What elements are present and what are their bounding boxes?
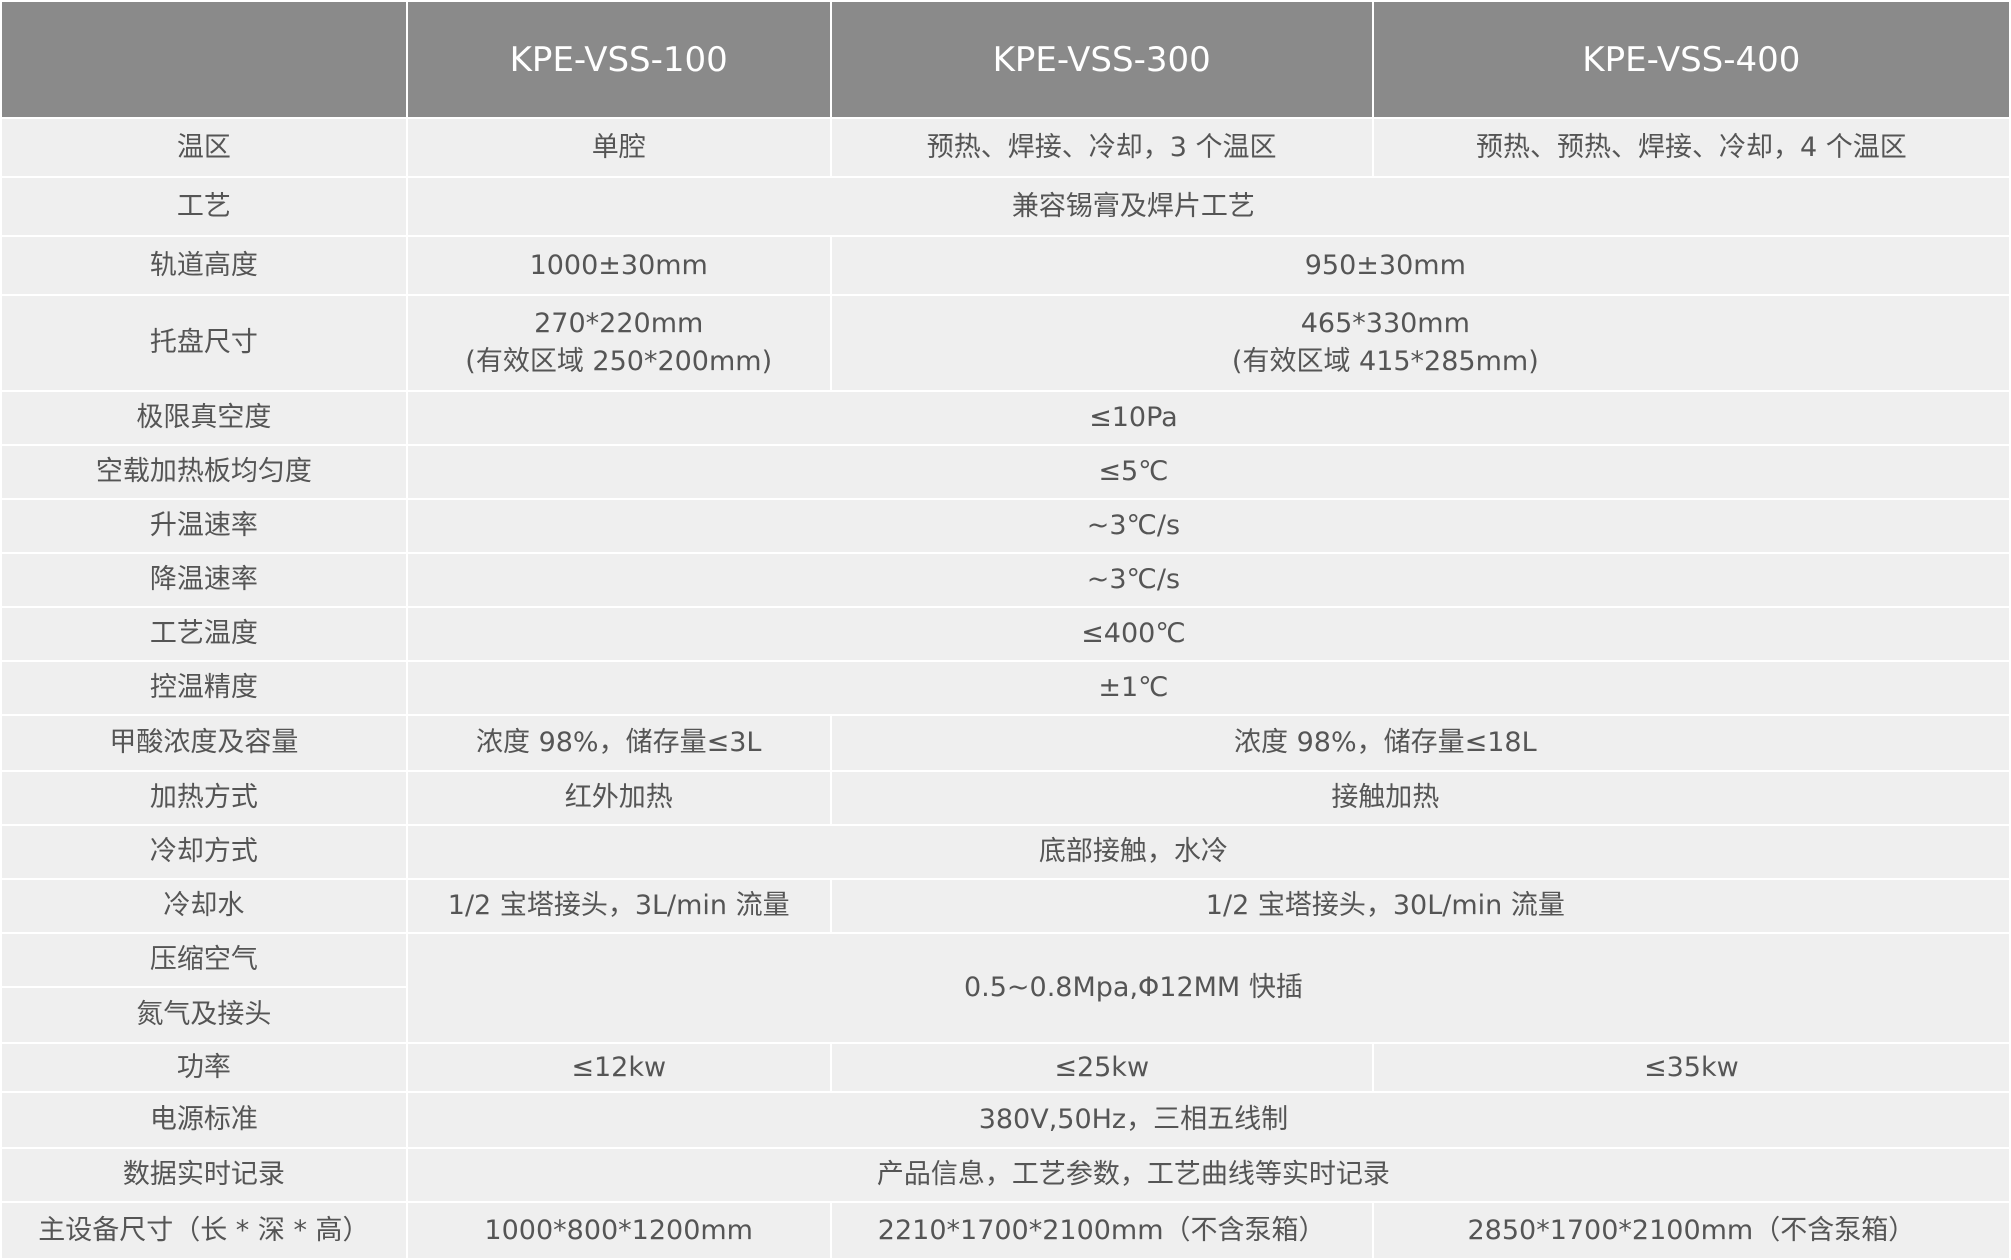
header-blank (0, 0, 408, 119)
cell-value: 1000*800*1200mm (405, 1201, 832, 1260)
tray-size-line: 465*330mm (1300, 308, 1470, 339)
tray-effective-line: (有效区域 250*200mm) (465, 346, 773, 377)
cell-value: 465*330mm (有效区域 415*285mm) (829, 294, 2011, 392)
table-row: 控温精度 ±1℃ (0, 660, 2011, 716)
cell-value: ≤400℃ (405, 606, 2011, 662)
row-label: 氮气及接头 (0, 986, 408, 1044)
header-row: KPE-VSS-100 KPE-VSS-300 KPE-VSS-400 (0, 0, 2011, 119)
table-row: 压缩空气 0.5~0.8Mpa,Φ12MM 快插 (0, 932, 2011, 1044)
row-label: 冷却方式 (0, 824, 408, 880)
header-model-100: KPE-VSS-100 (405, 0, 832, 119)
cell-value: 1/2 宝塔接头，30L/min 流量 (829, 878, 2011, 934)
table-row: 冷却水 1/2 宝塔接头，3L/min 流量 1/2 宝塔接头，30L/min … (0, 878, 2011, 934)
table-row: 轨道高度 1000±30mm 950±30mm (0, 235, 2011, 296)
row-label: 升温速率 (0, 498, 408, 554)
table-row: 主设备尺寸（长 * 深 * 高） 1000*800*1200mm 2210*17… (0, 1201, 2011, 1260)
row-label: 控温精度 (0, 660, 408, 716)
row-label: 工艺 (0, 176, 408, 237)
cell-value: 1/2 宝塔接头，3L/min 流量 (405, 878, 832, 934)
row-label: 甲酸浓度及容量 (0, 714, 408, 772)
row-label: 工艺温度 (0, 606, 408, 662)
cell-value: 950±30mm (829, 235, 2011, 296)
row-label: 降温速率 (0, 552, 408, 608)
cell-value: ≤35kw (1371, 1042, 2011, 1093)
cell-value: 270*220mm (有效区域 250*200mm) (405, 294, 832, 392)
tray-effective-line: (有效区域 415*285mm) (1231, 346, 1539, 377)
row-label: 电源标准 (0, 1091, 408, 1149)
cell-value: 产品信息，工艺参数，工艺曲线等实时记录 (405, 1147, 2011, 1203)
table-row: 甲酸浓度及容量 浓度 98%，储存量≤3L 浓度 98%，储存量≤18L (0, 714, 2011, 772)
cell-value: 底部接触，水冷 (405, 824, 2011, 880)
row-label: 冷却水 (0, 878, 408, 934)
cell-value: ~3℃/s (405, 498, 2011, 554)
row-label: 主设备尺寸（长 * 深 * 高） (0, 1201, 408, 1260)
cell-value: ~3℃/s (405, 552, 2011, 608)
table-row: 数据实时记录 产品信息，工艺参数，工艺曲线等实时记录 (0, 1147, 2011, 1203)
cell-value: 1000±30mm (405, 235, 832, 296)
table-row: 电源标准 380V,50Hz，三相五线制 (0, 1091, 2011, 1149)
cell-value: 预热、焊接、冷却，3 个温区 (829, 117, 1374, 178)
row-label: 托盘尺寸 (0, 294, 408, 392)
table-row: 工艺 兼容锡膏及焊片工艺 (0, 176, 2011, 237)
table-row: 工艺温度 ≤400℃ (0, 606, 2011, 662)
table-row: 空载加热板均匀度 ≤5℃ (0, 444, 2011, 500)
cell-value: ≤10Pa (405, 390, 2011, 446)
cell-value: ≤12kw (405, 1042, 832, 1093)
table-row: 升温速率 ~3℃/s (0, 498, 2011, 554)
table-row: 托盘尺寸 270*220mm (有效区域 250*200mm) 465*330m… (0, 294, 2011, 392)
header-model-400: KPE-VSS-400 (1371, 0, 2011, 119)
table-row: 功率 ≤12kw ≤25kw ≤35kw (0, 1042, 2011, 1093)
cell-value: 浓度 98%，储存量≤3L (405, 714, 832, 772)
cell-value: 接触加热 (829, 770, 2011, 826)
table-row: 加热方式 红外加热 接触加热 (0, 770, 2011, 826)
cell-value: 2850*1700*2100mm（不含泵箱） (1371, 1201, 2011, 1260)
header-model-300: KPE-VSS-300 (829, 0, 1374, 119)
cell-value: 2210*1700*2100mm（不含泵箱） (829, 1201, 1374, 1260)
row-label: 加热方式 (0, 770, 408, 826)
table-row: 氮气及接头 (0, 986, 2010, 1044)
table-row: 冷却方式 底部接触，水冷 (0, 824, 2011, 880)
row-label: 极限真空度 (0, 390, 408, 446)
cell-value: ±1℃ (405, 660, 2011, 716)
cell-value: 预热、预热、焊接、冷却，4 个温区 (1371, 117, 2011, 178)
row-label: 轨道高度 (0, 235, 408, 296)
tray-size-line: 270*220mm (534, 308, 704, 339)
table-row: 温区 单腔 预热、焊接、冷却，3 个温区 预热、预热、焊接、冷却，4 个温区 (0, 117, 2011, 178)
cell-value: 兼容锡膏及焊片工艺 (405, 176, 2011, 237)
cell-value: 单腔 (405, 117, 832, 178)
row-label: 温区 (0, 117, 408, 178)
cell-value: 380V,50Hz，三相五线制 (405, 1091, 2011, 1149)
table-row: 降温速率 ~3℃/s (0, 552, 2011, 608)
cell-value: ≤25kw (829, 1042, 1374, 1093)
row-label: 空载加热板均匀度 (0, 444, 408, 500)
row-label: 压缩空气 (0, 932, 408, 988)
cell-value: 红外加热 (405, 770, 832, 826)
row-label: 数据实时记录 (0, 1147, 408, 1203)
cell-value: ≤5℃ (405, 444, 2011, 500)
row-label: 功率 (0, 1042, 408, 1093)
cell-value: 浓度 98%，储存量≤18L (829, 714, 2011, 772)
cell-value: 0.5~0.8Mpa,Φ12MM 快插 (405, 932, 2011, 1044)
table-row: 极限真空度 ≤10Pa (0, 390, 2011, 446)
